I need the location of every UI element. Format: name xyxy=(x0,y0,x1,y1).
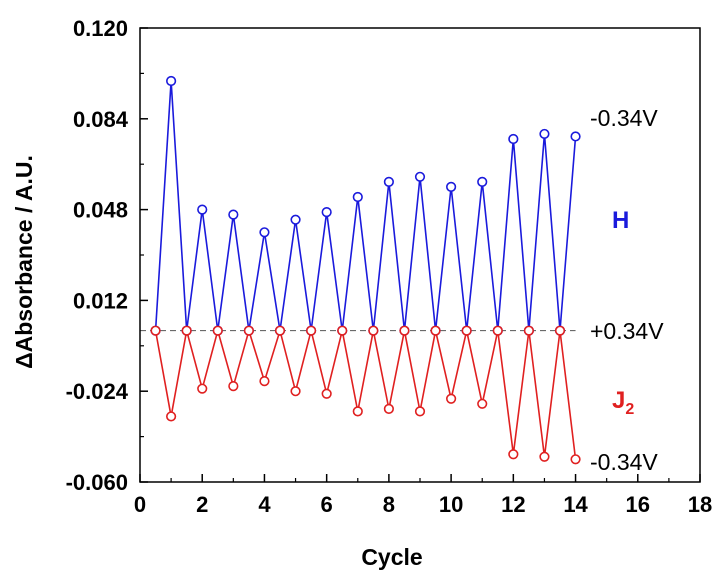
data-point-h xyxy=(477,176,488,187)
data-point-j2 xyxy=(492,325,503,336)
data-point-j2 xyxy=(399,325,410,336)
x-tick-label: 6 xyxy=(321,492,333,517)
data-point-j2 xyxy=(461,325,472,336)
data-point-j2 xyxy=(570,454,581,465)
data-point-j2 xyxy=(508,449,519,460)
data-point-j2 xyxy=(554,325,566,336)
data-point-h xyxy=(570,131,581,142)
x-tick-label: 10 xyxy=(439,492,463,517)
data-point-h xyxy=(383,176,394,187)
y-tick-label: 0.048 xyxy=(73,198,128,223)
data-point-h xyxy=(228,209,239,220)
data-point-j2 xyxy=(368,325,379,336)
data-point-h xyxy=(414,171,426,182)
data-point-j2 xyxy=(150,325,161,336)
y-tick-label: 0.120 xyxy=(73,16,128,41)
data-point-j2 xyxy=(197,383,208,394)
data-point-j2 xyxy=(306,325,317,336)
x-tick-label: 12 xyxy=(501,492,525,517)
data-point-j2 xyxy=(274,325,286,336)
series-line-h xyxy=(154,80,577,331)
data-point-j2 xyxy=(383,403,394,414)
y-tick-label: 0.084 xyxy=(73,107,129,132)
y-tick-label: 0.012 xyxy=(73,288,128,313)
data-point-j2 xyxy=(430,325,441,336)
series-line-j2 xyxy=(154,327,577,460)
data-point-h xyxy=(166,75,177,87)
annotation-h-potential: -0.34V xyxy=(590,105,658,131)
data-point-j2 xyxy=(181,325,192,336)
annotation-zero-potential: +0.34V xyxy=(590,318,664,344)
x-axis-title: Cycle xyxy=(361,544,422,570)
x-tick-label: 0 xyxy=(134,492,146,517)
series-label-j2-subscript: 2 xyxy=(625,401,634,418)
x-tick-label: 2 xyxy=(196,492,208,517)
x-tick-label: 4 xyxy=(258,492,271,517)
x-tick-label: 16 xyxy=(626,492,650,517)
data-point-j2 xyxy=(259,376,270,387)
data-point-h xyxy=(446,181,457,192)
y-tick-label: -0.060 xyxy=(66,470,128,495)
data-point-h xyxy=(290,214,301,225)
y-axis-title: ΔAbsorbance / A.U. xyxy=(11,155,37,369)
data-point-j2 xyxy=(414,406,426,417)
series-label-h: H xyxy=(612,207,629,234)
data-point-h xyxy=(197,204,208,215)
data-point-j2 xyxy=(228,381,239,392)
data-point-j2 xyxy=(352,406,363,417)
annotation-j2-potential: -0.34V xyxy=(590,449,658,475)
data-point-j2 xyxy=(243,325,254,336)
series-label-j2-main: J xyxy=(612,387,625,414)
data-point-h xyxy=(539,128,550,140)
x-tick-label: 18 xyxy=(688,492,712,517)
data-point-h xyxy=(321,207,332,218)
x-tick-label: 8 xyxy=(383,492,395,517)
data-point-j2 xyxy=(166,411,177,422)
data-point-h xyxy=(259,227,270,238)
data-point-j2 xyxy=(290,386,301,397)
data-point-h xyxy=(352,191,363,203)
y-tick-label: -0.024 xyxy=(66,379,129,404)
data-point-j2 xyxy=(337,325,348,336)
data-point-j2 xyxy=(212,325,223,336)
data-point-j2 xyxy=(539,451,550,462)
data-point-j2 xyxy=(477,398,488,409)
x-tick-label: 14 xyxy=(563,492,588,517)
data-point-j2 xyxy=(321,388,332,399)
data-point-j2 xyxy=(446,393,457,404)
data-point-h xyxy=(508,133,519,145)
series-label-j2: J2 xyxy=(612,387,634,418)
data-point-j2 xyxy=(523,325,534,336)
